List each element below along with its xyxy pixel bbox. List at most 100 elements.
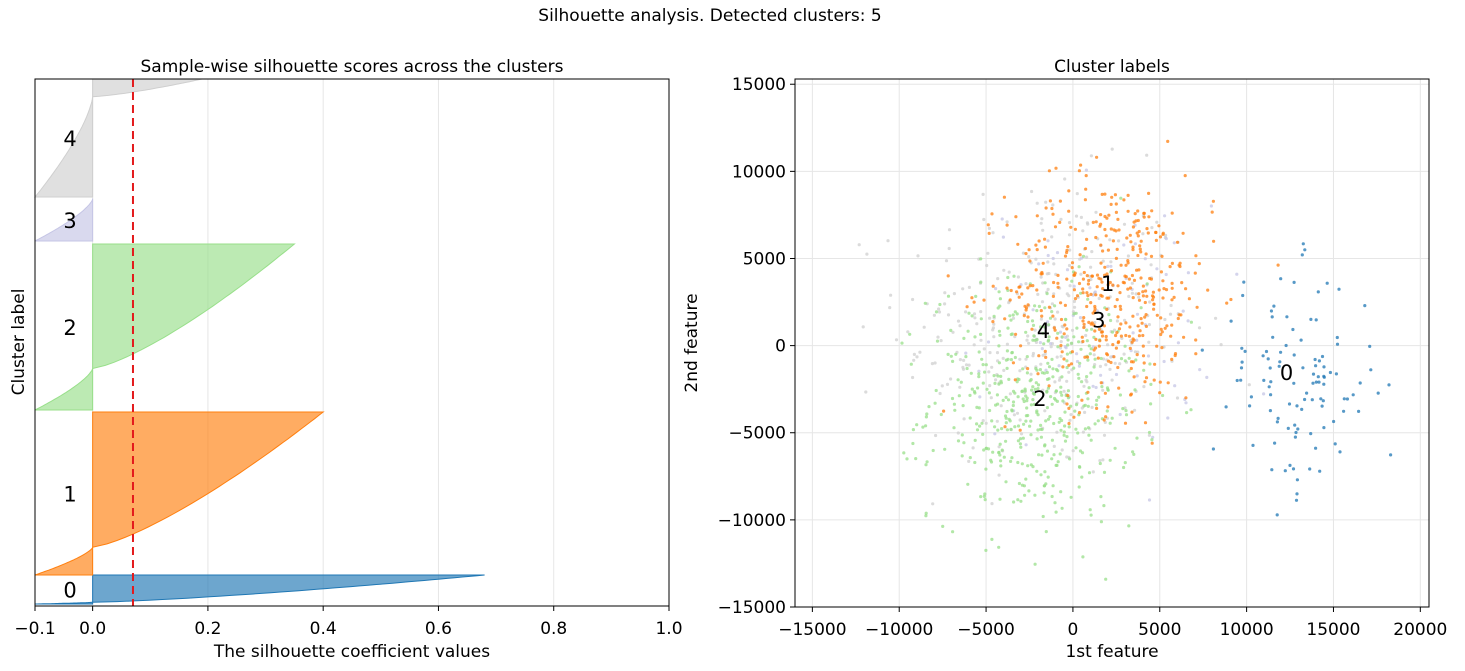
scatter-point-cluster-4 [967,363,971,367]
scatter-point-cluster-4 [972,343,976,347]
scatter-point-cluster-1 [1030,327,1034,331]
scatter-point-cluster-0 [1357,409,1361,413]
scatter-point-cluster-2 [1065,359,1069,363]
scatter-point-cluster-2 [973,438,977,442]
scatter-point-cluster-1 [1139,250,1143,254]
scatter-point-cluster-2 [1123,461,1127,465]
scatter-point-cluster-0 [1293,423,1297,427]
scatter-point-cluster-2 [1045,406,1049,410]
scatter-point-cluster-0 [1295,492,1299,496]
scatter-point-cluster-1 [1140,321,1144,325]
scatter-point-cluster-2 [952,426,956,430]
scatter-point-cluster-0 [1288,463,1292,467]
scatter-point-cluster-4 [1018,418,1022,422]
scatter-point-cluster-1 [1132,338,1136,342]
scatter-point-cluster-1 [1087,278,1091,283]
scatter-point-cluster-0 [1240,360,1244,364]
scatter-point-cluster-1 [1031,284,1035,288]
scatter-point-cluster-1 [1056,281,1060,285]
scatter-y-tick-label: −10000 [718,511,786,531]
scatter-point-cluster-2 [1068,457,1072,461]
scatter-point-cluster-4 [1081,430,1085,434]
scatter-point-cluster-3 [1164,237,1168,241]
scatter-point-cluster-4 [1031,351,1035,356]
scatter-point-cluster-2 [1005,366,1009,370]
scatter-point-cluster-1 [1183,174,1187,178]
scatter-point-cluster-1 [1103,391,1107,395]
scatter-point-cluster-2 [1043,470,1047,474]
scatter-point-cluster-2 [1110,416,1114,420]
scatter-point-cluster-4 [987,370,991,374]
scatter-point-cluster-0 [1278,360,1282,364]
scatter-point-cluster-1 [1129,360,1134,364]
scatter-point-cluster-1 [1109,269,1114,273]
scatter-point-cluster-1 [1084,174,1088,178]
scatter-point-cluster-4 [973,316,977,320]
scatter-point-cluster-2 [1045,292,1049,296]
scatter-point-cluster-2 [1036,413,1040,417]
scatter-point-cluster-1 [1082,316,1086,320]
scatter-point-cluster-4 [1052,292,1056,296]
scatter-point-cluster-4 [1011,316,1016,320]
scatter-point-cluster-0 [1309,432,1313,436]
scatter-point-cluster-4 [915,355,919,359]
scatter-point-cluster-0 [1275,513,1279,517]
scatter-point-cluster-2 [1033,387,1037,391]
silhouette-cluster-3-label: 3 [63,209,76,233]
scatter-point-cluster-1 [1047,169,1051,173]
scatter-point-cluster-4 [1090,405,1094,409]
scatter-point-cluster-2 [1043,306,1047,310]
scatter-point-cluster-4 [932,313,937,317]
scatter-point-cluster-4 [1027,341,1031,345]
scatter-point-cluster-4 [971,446,975,450]
scatter-point-cluster-1 [1147,191,1151,195]
scatter-point-cluster-2 [1074,427,1078,431]
scatter-point-cluster-2 [908,332,912,336]
scatter-point-cluster-1 [1141,344,1145,348]
scatter-point-cluster-1 [1044,206,1048,210]
scatter-point-cluster-1 [1172,295,1176,299]
scatter-point-cluster-4 [988,316,992,320]
scatter-point-cluster-2 [1013,355,1018,360]
scatter-point-cluster-4 [986,251,990,255]
scatter-point-cluster-2 [1127,524,1131,528]
scatter-point-cluster-2 [1025,355,1029,359]
scatter-point-cluster-4 [1065,379,1069,383]
scatter-point-cluster-2 [1039,473,1043,477]
scatter-point-cluster-4 [1030,189,1034,194]
scatter-point-cluster-2 [1025,371,1029,375]
scatter-point-cluster-1 [1099,381,1103,385]
scatter-point-cluster-4 [1060,448,1064,452]
scatter-point-cluster-2 [1065,352,1069,356]
scatter-point-cluster-0 [1273,441,1277,445]
scatter-point-cluster-0 [1338,450,1342,454]
scatter-point-cluster-4 [967,459,971,463]
scatter-point-cluster-4 [1040,300,1045,304]
scatter-point-cluster-2 [1076,431,1080,435]
scatter-point-cluster-0 [1266,357,1270,361]
scatter-point-cluster-1 [1035,248,1039,252]
scatter-point-cluster-2 [1042,371,1046,375]
scatter-point-cluster-1 [1114,202,1118,206]
scatter-point-cluster-1 [1078,253,1082,257]
scatter-point-cluster-1 [1160,254,1164,258]
scatter-point-cluster-3 [1099,373,1103,377]
scatter-point-cluster-2 [1050,402,1054,406]
scatter-point-cluster-1 [1026,367,1030,371]
scatter-point-cluster-1 [1014,215,1018,219]
scatter-point-cluster-1 [1082,322,1086,326]
scatter-point-cluster-2 [998,453,1002,457]
scatter-point-cluster-1 [1123,274,1127,278]
scatter-point-cluster-4 [939,339,943,343]
scatter-point-cluster-4 [922,325,926,329]
scatter-point-cluster-1 [1067,406,1071,410]
scatter-point-cluster-3 [1109,264,1113,268]
scatter-point-cluster-4 [912,358,916,362]
scatter-point-cluster-2 [905,457,909,461]
scatter-point-cluster-2 [1044,419,1048,423]
scatter-x-tick-label: 15000 [1306,620,1360,640]
scatter-point-cluster-2 [1061,399,1065,403]
scatter-point-cluster-4 [1034,257,1038,261]
scatter-point-cluster-4 [951,330,955,334]
scatter-point-cluster-1 [1116,315,1120,319]
